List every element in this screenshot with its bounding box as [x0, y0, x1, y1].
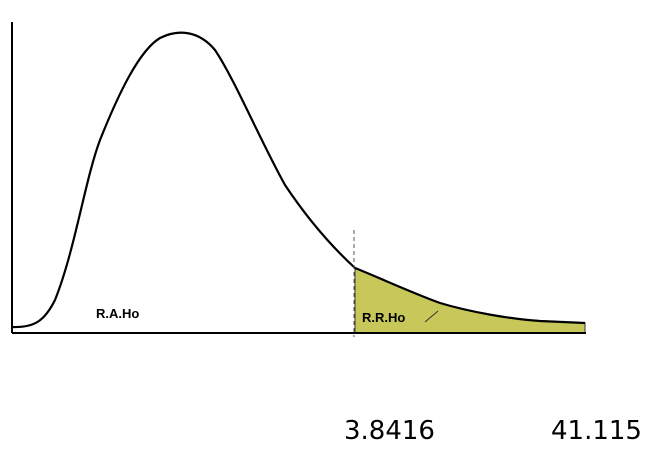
density-curve [11, 31, 586, 329]
acceptance-region-label: R.A.Ho [96, 306, 139, 321]
rejection-label-pointer [424, 310, 439, 323]
rejection-region-label: R.R.Ho [362, 310, 405, 325]
critical-value-label: 3.8416 [344, 416, 435, 446]
max-value-label: 41.115 [551, 416, 642, 446]
